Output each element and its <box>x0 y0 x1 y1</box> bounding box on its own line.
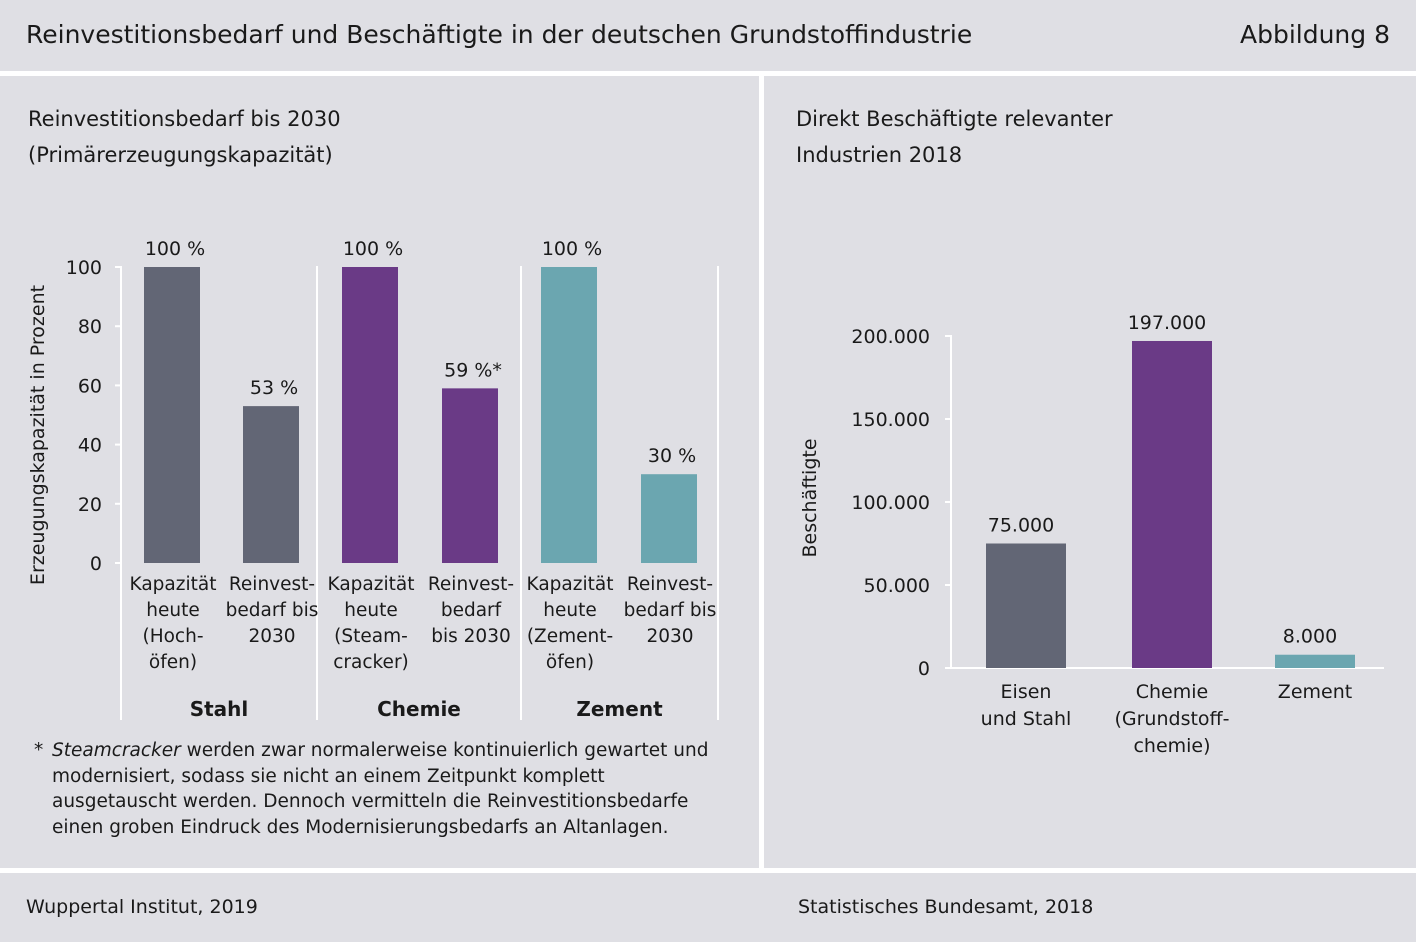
group-label: Stahl <box>190 697 249 721</box>
y-tick-label: 150.000 <box>851 409 930 431</box>
bar-category-label: Kapazität <box>328 574 415 595</box>
group-label: Zement <box>576 697 663 721</box>
bar <box>1275 654 1355 668</box>
footnote: * Steamcracker werden zwar normalerweise… <box>34 738 714 840</box>
bar-value-label: 100 % <box>542 238 602 260</box>
left-panel-title: Reinvestitionsbedarf bis 2030 (Primärerz… <box>28 101 341 173</box>
bar-category-label: Reinvest- <box>428 574 514 595</box>
bar <box>541 267 597 563</box>
bar-category-label: (Zement- <box>527 626 613 647</box>
reinvestment-chart: 0 20 40 60 80 100 Erzeugungskapazität in Proze… <box>27 238 719 721</box>
figure-number: Abbildung 8 <box>1239 20 1390 49</box>
left-panel-title-line2: (Primärerzeugungskapazität) <box>28 143 333 167</box>
bar-category-label: cracker) <box>333 652 409 673</box>
y-tick-label: 200.000 <box>851 326 930 348</box>
bar-value-label: 30 % <box>648 445 696 467</box>
bar-category-label: 2030 <box>646 626 693 647</box>
y-tick-label: 20 <box>78 494 102 516</box>
bar-category-label: Kapazität <box>527 574 614 595</box>
figure-title: Reinvestitionsbedarf und Beschäftigte in… <box>26 20 973 49</box>
bar-category-label: Zement <box>1278 681 1352 703</box>
bar-category-label: Reinvest- <box>229 574 315 595</box>
footnote-italic-term: Steamcracker <box>52 740 181 761</box>
bar-category-label: bedarf bis <box>624 600 717 621</box>
y-tick-label: 0 <box>918 658 930 680</box>
bar-category-label: bedarf <box>441 600 502 621</box>
group-label: Chemie <box>377 697 461 721</box>
bar-value-label: 100 % <box>343 238 403 260</box>
y-tick-label: 80 <box>78 316 102 338</box>
footnote-marker: * <box>34 740 44 761</box>
footnote-body: Steamcracker werden zwar normalerweise k… <box>34 738 714 840</box>
bar-category-label: chemie) <box>1133 735 1210 757</box>
bar-category-label: Eisen <box>1001 681 1052 703</box>
bar <box>144 267 200 563</box>
bar-value-label: 197.000 <box>1128 312 1207 334</box>
right-panel-title-line2: Industrien 2018 <box>796 143 963 167</box>
bar-category-label: öfen) <box>149 652 197 673</box>
y-tick-label: 50.000 <box>864 575 930 597</box>
y-tick-label: 0 <box>90 553 102 575</box>
bar <box>986 543 1066 668</box>
bar <box>342 267 398 563</box>
header-divider <box>0 71 1416 76</box>
footer-divider <box>0 868 1416 873</box>
bar-category-label: bedarf bis <box>226 600 319 621</box>
bar-category-label: heute <box>543 600 596 621</box>
footnote-text: werden zwar normalerweise kontinuierlich… <box>52 740 709 838</box>
right-source: Statistisches Bundesamt, 2018 <box>798 896 1094 918</box>
bar-category-label: Kapazität <box>130 574 217 595</box>
bar-value-label: 53 % <box>250 377 298 399</box>
bar-category-label: Chemie <box>1136 681 1208 703</box>
bar-value-label: 100 % <box>145 238 205 260</box>
bar-value-label: 75.000 <box>988 515 1054 537</box>
bar-category-label: bis 2030 <box>431 626 510 647</box>
bar <box>1132 340 1212 668</box>
bar-category-label: (Steam- <box>334 626 408 647</box>
employment-chart: 0 50.000 100.000 150.000 200.000 Beschäftigte… <box>799 312 1384 757</box>
bar <box>442 388 498 563</box>
bar-category-label: (Hoch- <box>142 626 203 647</box>
y-tick-label: 100.000 <box>851 492 930 514</box>
y-axis-title: Beschäftigte <box>799 438 821 557</box>
bar <box>641 474 697 563</box>
right-panel-title: Direkt Beschäftigte relevanter Industrie… <box>796 101 1113 173</box>
left-source: Wuppertal Institut, 2019 <box>26 896 258 918</box>
bar-category-label: 2030 <box>248 626 295 647</box>
right-panel-title-line1: Direkt Beschäftigte relevanter <box>796 107 1113 131</box>
bar <box>243 406 299 563</box>
y-tick-label: 60 <box>78 375 102 397</box>
bar-value-label: 8.000 <box>1283 626 1337 648</box>
y-axis-title: Erzeugungskapazität in Prozent <box>27 285 49 585</box>
left-panel-title-line1: Reinvestitionsbedarf bis 2030 <box>28 107 341 131</box>
bar-category-label: (Grundstoff- <box>1114 708 1229 730</box>
bar-value-label: 59 %* <box>444 359 502 381</box>
bar-category-label: heute <box>146 600 199 621</box>
y-tick-label: 40 <box>78 435 102 457</box>
bar-category-label: heute <box>344 600 397 621</box>
bar-category-label: Reinvest- <box>627 574 713 595</box>
y-tick-label: 100 <box>66 257 102 279</box>
bar-category-label: und Stahl <box>981 708 1072 730</box>
panel-divider <box>759 76 764 872</box>
bar-category-label: öfen) <box>546 652 594 673</box>
